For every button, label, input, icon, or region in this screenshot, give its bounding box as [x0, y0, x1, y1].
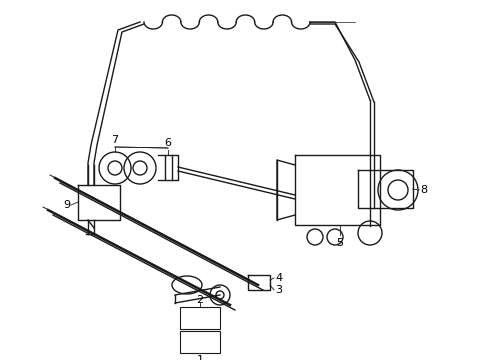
- Text: 8: 8: [420, 185, 427, 195]
- Text: 9: 9: [63, 200, 70, 210]
- Bar: [180, 331, 220, 353]
- Text: 6: 6: [165, 138, 172, 148]
- Text: 3: 3: [275, 285, 282, 295]
- Text: 1: 1: [196, 355, 203, 360]
- Text: 5: 5: [337, 238, 343, 248]
- Text: 4: 4: [275, 273, 282, 283]
- Bar: [180, 307, 220, 329]
- Text: 7: 7: [111, 135, 119, 145]
- Text: 2: 2: [196, 295, 203, 305]
